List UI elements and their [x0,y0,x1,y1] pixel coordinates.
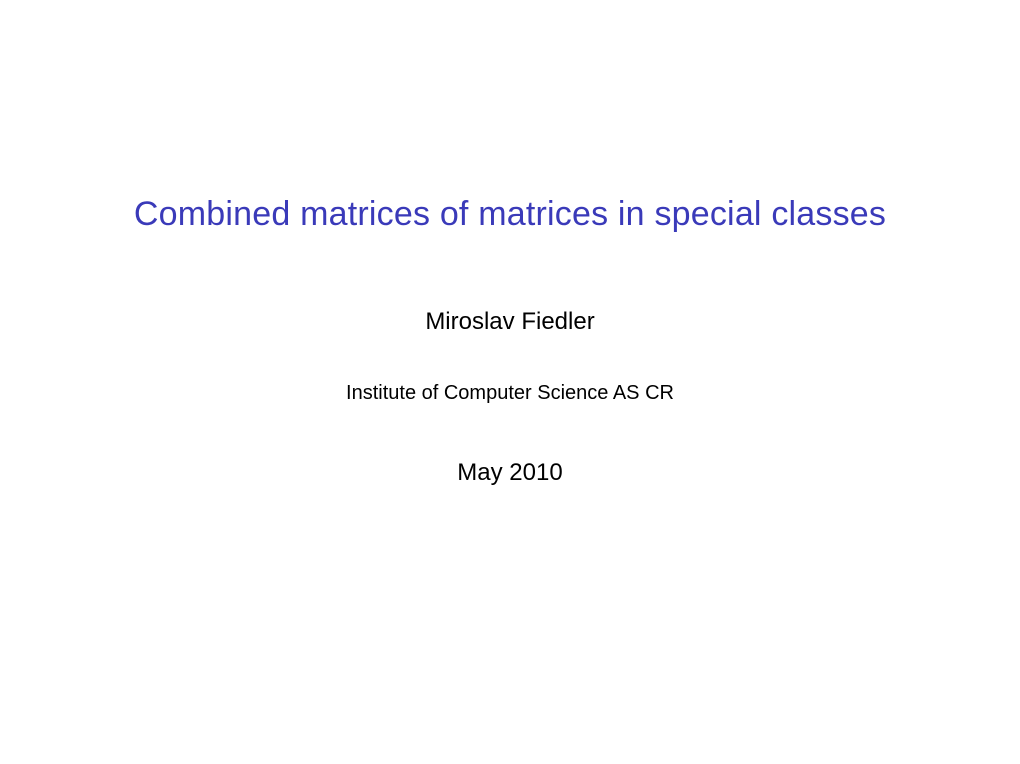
slide-author: Miroslav Fiedler [425,308,594,336]
slide-date: May 2010 [457,459,562,487]
slide-institute: Institute of Computer Science AS CR [346,382,674,405]
slide-title: Combined matrices of matrices in special… [134,195,886,234]
